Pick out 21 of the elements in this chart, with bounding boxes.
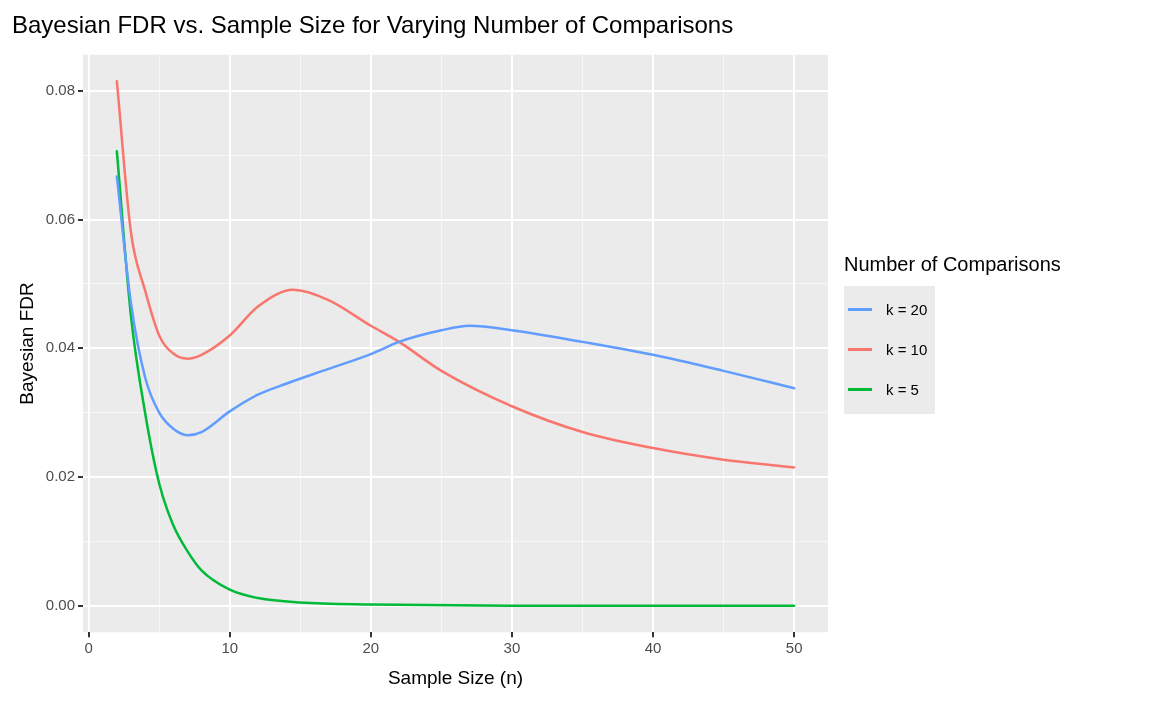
- legend-label: k = 20: [886, 301, 928, 318]
- y-tick-label: 0.00: [45, 595, 75, 613]
- x-tick-label: 20: [362, 638, 380, 656]
- y-axis-title: Bayesian FDR: [15, 282, 37, 405]
- x-tick-label: 0: [84, 638, 93, 656]
- x-tick-label: 30: [503, 638, 521, 656]
- x-tick-label: 50: [785, 638, 803, 656]
- x-tick-label: 40: [644, 638, 662, 656]
- legend-title: Number of Comparisons: [844, 252, 1061, 276]
- chart-title: Bayesian FDR vs. Sample Size for Varying Number of Comparisons: [12, 11, 734, 39]
- x-tick-label: 10: [221, 638, 239, 656]
- legend-label: k = 5: [886, 381, 919, 398]
- line-series: [115, 175, 796, 437]
- y-tick-label: 0.08: [45, 80, 75, 98]
- y-tick-label: 0.04: [45, 338, 75, 356]
- x-axis-title: Sample Size (n): [387, 666, 524, 688]
- y-tick-label: 0.06: [45, 209, 75, 227]
- legend-label: k = 10: [886, 341, 928, 358]
- line-series: [115, 150, 796, 608]
- line-series: [115, 79, 796, 469]
- y-tick-label: 0.02: [45, 467, 75, 485]
